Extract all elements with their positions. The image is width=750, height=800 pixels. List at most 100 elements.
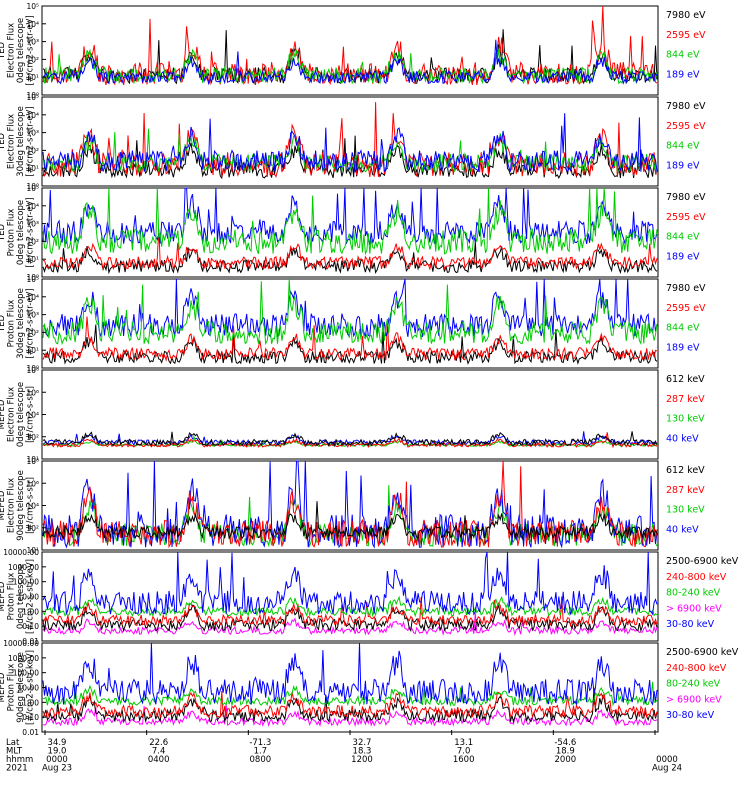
series-line-2595-ev: [42, 316, 658, 362]
y-tick-label: 0.01: [22, 637, 39, 646]
time-tick-label: 0400: [148, 755, 170, 765]
legend-entry: 189 eV: [666, 342, 700, 353]
y-tick-label: 0.10: [22, 622, 39, 631]
legend-entry: 130 keV: [666, 414, 705, 425]
series-line-30-80-kev: [42, 642, 658, 707]
y-tick-label: 10⁶: [26, 388, 39, 397]
y-tick-label: 10000.00: [3, 639, 39, 648]
legend-entry: 612 keV: [666, 374, 705, 385]
series-line-844-ev: [42, 187, 658, 256]
y-tick-label: 1000.00: [8, 563, 39, 572]
legend-entry: 189 eV: [666, 251, 700, 262]
y-axis-title-line: [#/cm2-s-str]: [26, 386, 36, 443]
y-axis-title-line: Electron Flux: [7, 478, 17, 533]
y-tick-label: 10¹: [26, 546, 39, 555]
series-line-2595-ev: [42, 228, 658, 271]
y-axis-title: MEPEDProton Flux0deg telescope[#/cm2-s-s…: [0, 559, 36, 634]
y-tick-label: 10¹: [26, 346, 39, 355]
y-tick-label: 1.00: [22, 607, 39, 616]
legend-entry: 7980 eV: [666, 283, 706, 294]
y-tick-label: 10⁴: [26, 20, 39, 29]
y-axis-title-line: 0deg telescope: [16, 382, 26, 447]
time-axis-row-label: MLT: [6, 747, 23, 757]
legend-entry: 2595 eV: [666, 121, 706, 132]
y-tick-label: 10²: [26, 146, 39, 155]
y-tick-label: 10¹: [26, 73, 39, 82]
time-tick-label: 7.4: [152, 747, 166, 757]
y-axis-title-line: TED: [0, 223, 7, 242]
time-tick-label: 0800: [250, 755, 272, 765]
series-line-240-800-kev: [42, 690, 658, 719]
legend-entry: 612 keV: [666, 465, 705, 476]
y-axis-title: MEPEDElectron Flux90deg telescope[#/cm2-…: [0, 470, 36, 541]
legend-entry: 287 keV: [666, 394, 705, 405]
y-tick-label: 1.00: [22, 698, 39, 707]
y-tick-label: 10⁴: [26, 202, 39, 211]
y-tick-label: 10⁶: [26, 479, 39, 488]
legend-entry: 2500-6900 keV: [666, 556, 739, 567]
time-tick-label: 1600: [453, 755, 475, 765]
series-line-80-240-kev: [42, 595, 658, 618]
y-axis-title-line: [#/cm2-s-str-eV]: [26, 106, 36, 176]
time-tick-label: 0000: [656, 755, 678, 765]
panel-6: 10¹ 10² 10⁴ 10⁶ 10⁸ MEPEDElectron Flux90deg t…: [0, 457, 705, 555]
y-axis-title-line: TED: [0, 132, 7, 151]
y-axis-title-line: [#/cm2-s-str-eV]: [26, 288, 36, 358]
y-axis-title-line: Proton Flux: [7, 209, 17, 257]
y-axis-title-line: Electron Flux: [7, 114, 17, 169]
time-tick-label: Aug 24: [652, 764, 682, 774]
y-axis-title: MEPEDElectron Flux0deg telescope[#/cm2-s…: [0, 382, 36, 447]
legend-entry: 189 eV: [666, 160, 700, 171]
time-tick-label: 32.7: [353, 738, 372, 748]
time-tick-label: 18.3: [353, 747, 372, 757]
y-tick-label: 10²: [26, 237, 39, 246]
legend-entry: 2595 eV: [666, 30, 706, 41]
y-axis-title-line: TED: [0, 314, 7, 333]
panel-2: 10⁰ 10¹ 10² 10³ 10⁴ 10⁵ TEDElectron Flux30deg …: [0, 93, 706, 191]
legend-entry: 240-800 keV: [666, 663, 727, 674]
y-tick-label: 0.01: [22, 728, 39, 737]
y-tick-label: 10³: [26, 220, 39, 229]
y-tick-label: 10⁴: [26, 293, 39, 302]
series-line-844-ev: [42, 278, 658, 346]
time-axis-row-label: 2021: [6, 764, 28, 774]
legend-entry: 189 eV: [666, 69, 700, 80]
legend-entry: 80-240 keV: [666, 588, 721, 599]
y-axis-title-line: MEPED: [0, 581, 7, 611]
y-tick-label: 10⁰: [26, 91, 39, 100]
time-tick-label: 19.0: [48, 747, 67, 757]
y-axis-title-line: 30deg telescope: [16, 106, 26, 177]
time-tick-label: 22.6: [149, 738, 168, 748]
y-tick-label: 10¹: [26, 255, 39, 264]
panel-7: 0.01 0.10 1.00 10.00 100.00 1000.00 10000.00 ME…: [0, 548, 739, 646]
y-tick-label: 10²: [26, 433, 39, 442]
y-tick-label: 10⁵: [26, 184, 39, 193]
time-tick-label: 1200: [351, 755, 373, 765]
y-axis-title: TEDElectron Flux30deg telescope[#/cm2-s-…: [0, 106, 36, 177]
series-line-240-800-kev: [42, 596, 658, 628]
panel-5: 10¹ 10² 10⁴ 10⁶ 10⁸ MEPEDElectron Flux0deg te…: [0, 366, 705, 464]
y-tick-label: 1000.00: [8, 654, 39, 663]
series-line-2500-6900-kev: [42, 687, 658, 724]
y-axis-title-line: Proton Flux: [7, 573, 17, 621]
time-axis-row-label: Lat: [6, 738, 20, 748]
y-axis-title: TEDElectron Flux0deg telescope[#/cm2-s-s…: [0, 15, 36, 85]
y-tick-label: 100.00: [13, 669, 39, 678]
legend-entry: 844 eV: [666, 323, 700, 334]
y-tick-label: 10⁰: [26, 182, 39, 191]
time-axis-row-label: hhmm: [6, 755, 33, 765]
series-line-189-ev: [42, 113, 658, 174]
y-axis-title-line: 90deg telescope: [16, 470, 26, 541]
time-tick-label: 34.9: [48, 738, 67, 748]
y-tick-label: 10²: [26, 328, 39, 337]
panel-1: 10⁰ 10¹ 10² 10³ 10⁴ 10⁵ TEDElectron Flux0deg t…: [0, 2, 706, 100]
legend-entry: 7980 eV: [666, 10, 706, 21]
y-axis-title: TEDProton Flux30deg telescope[#/cm2-s-st…: [0, 288, 36, 359]
legend-entry: 30-80 keV: [666, 710, 715, 721]
y-axis-title-line: [#/cm2-s-str]: [26, 477, 36, 534]
y-axis-title-line: [#/cm2-s-str-eV]: [26, 197, 36, 267]
legend-entry: 844 eV: [666, 50, 700, 61]
legend-entry: 130 keV: [666, 505, 705, 516]
legend-entry: 844 eV: [666, 232, 700, 243]
series-line-844-ev: [42, 48, 658, 85]
